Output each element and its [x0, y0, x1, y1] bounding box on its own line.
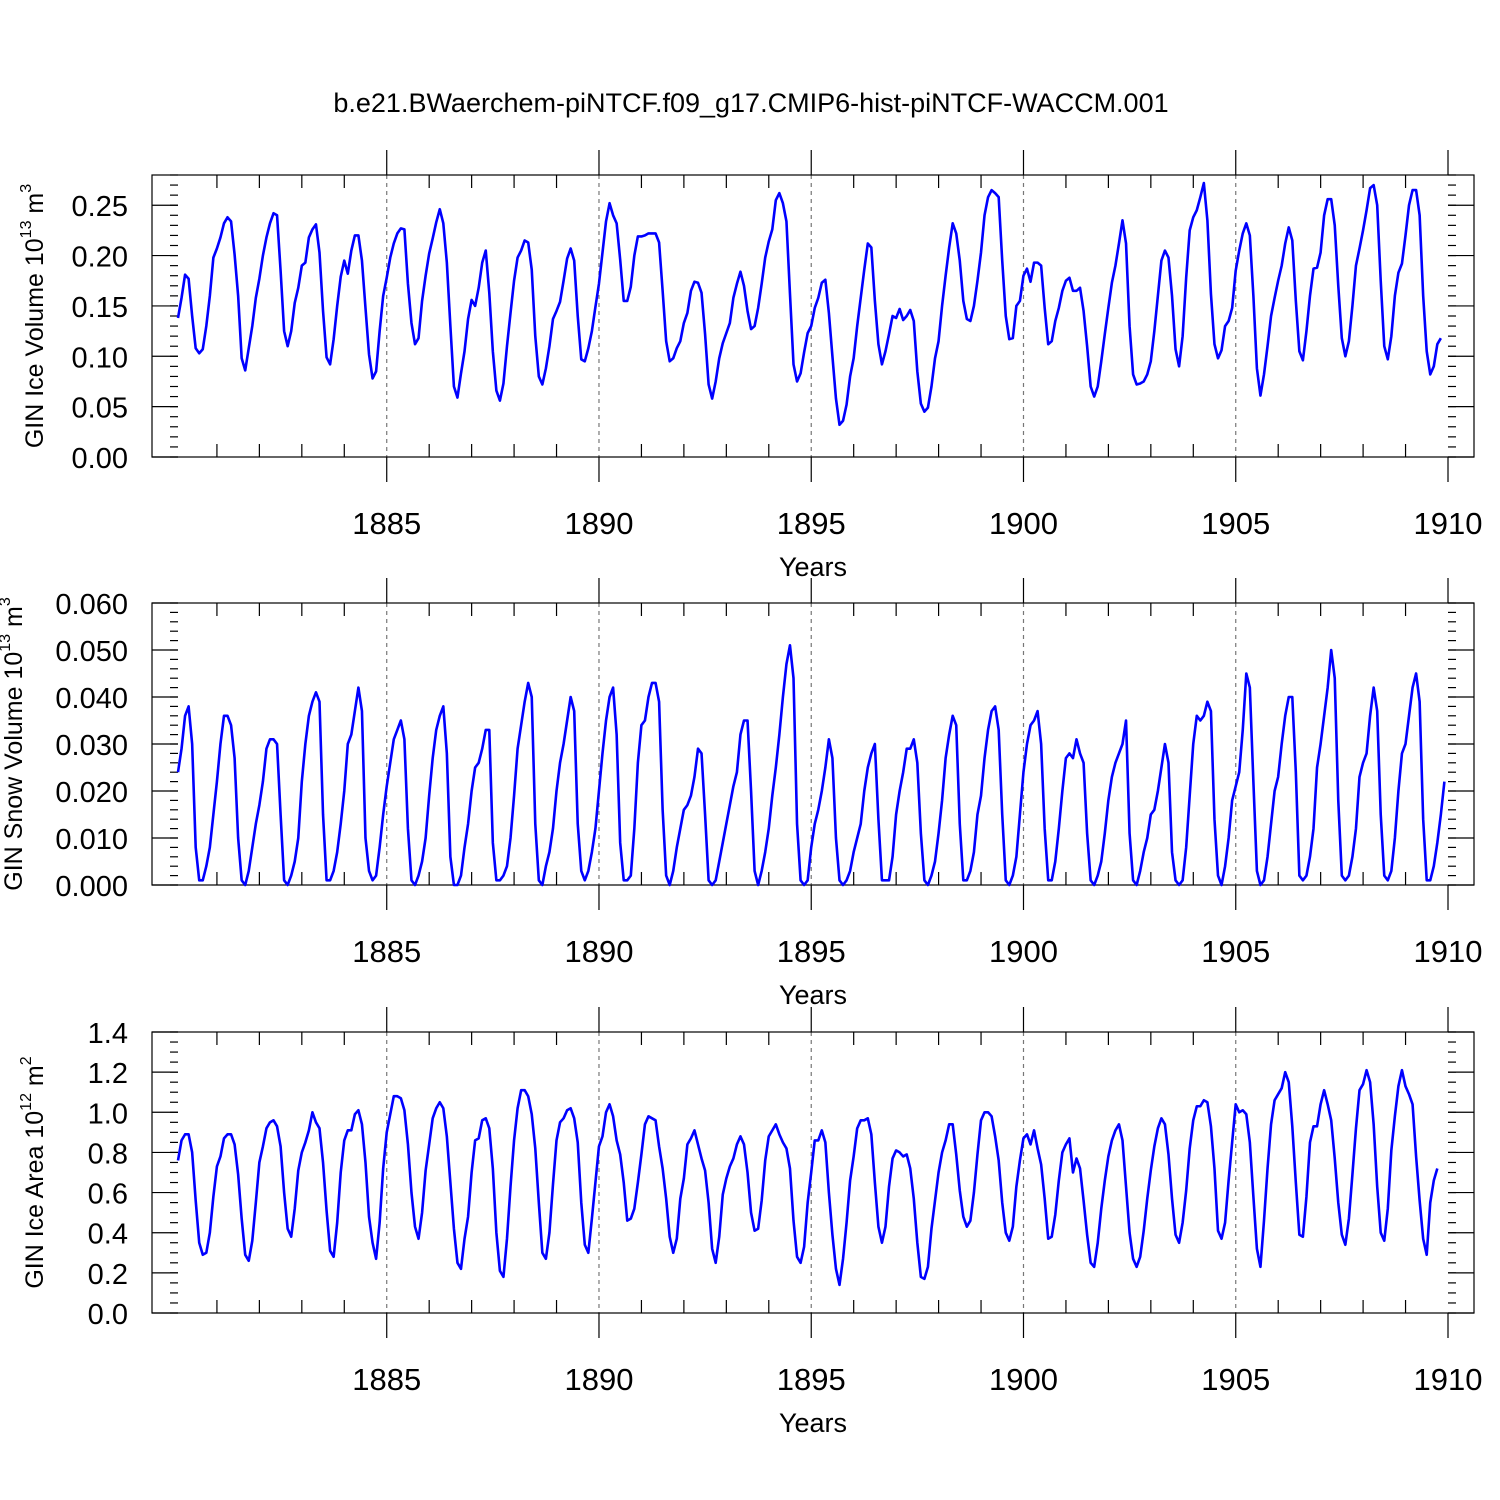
y-axis-label: GIN Snow Volume 1013 m3	[0, 597, 28, 891]
y-tick-label: 0.4	[88, 1219, 128, 1251]
x-tick-label: 1895	[777, 506, 846, 541]
x-tick-label: 1895	[777, 1362, 846, 1397]
panel-1: 0.00 0.05 0.10 0.15 0.20 0.25 1885 1890 1895 1900…	[18, 150, 1482, 582]
x-tick-label: 1900	[989, 1362, 1058, 1397]
y-tick-label: 0.6	[88, 1179, 128, 1211]
x-tick-label: 1885	[352, 1362, 421, 1397]
x-tick-label: 1905	[1201, 1362, 1270, 1397]
y-axis-label-ylabel-exp: 13	[0, 634, 14, 652]
panel-2: 0.000 0.010 0.020 0.030 0.040 0.050 0.060 1885 1…	[0, 578, 1482, 1010]
y-tick-label: 0.060	[55, 589, 128, 621]
y-tick-label: 0.2	[88, 1259, 128, 1291]
x-tick-label: 1895	[777, 934, 846, 969]
y-axis-label-ylabel-unit: m	[0, 606, 28, 634]
x-tick-label: 1910	[1414, 1362, 1483, 1397]
x-tick-label: 1890	[565, 1362, 634, 1397]
y-tick-label: 0.030	[55, 730, 128, 762]
y-axis-label-ylabel-unit-exp: 2	[18, 1056, 35, 1065]
y-tick-label: 0.040	[55, 683, 128, 715]
y-tick-label: 1.2	[88, 1058, 128, 1090]
panel-3: 0.0 0.2 0.4 0.6 0.8 1.0 1.2 1.4 1885 1890 1895 1900…	[18, 1007, 1482, 1438]
x-tick-label: 1910	[1414, 506, 1483, 541]
x-tick-label: 1900	[989, 934, 1058, 969]
y-tick-label: 0.010	[55, 824, 128, 856]
x-axis-label: Years	[779, 552, 847, 582]
y-tick-label: 0.0	[88, 1299, 128, 1331]
x-tick-label: 1905	[1201, 506, 1270, 541]
series-line-1	[176, 643, 1446, 887]
y-tick-label: 0.10	[72, 342, 128, 374]
series-line-1	[176, 1068, 1439, 1287]
x-tick-label: 1885	[352, 506, 421, 541]
x-tick-label: 1890	[565, 934, 634, 969]
y-tick-label: 1.4	[88, 1018, 128, 1050]
y-tick-label: 0.20	[72, 242, 128, 274]
y-tick-label: 0.050	[55, 636, 128, 668]
x-tick-label: 1900	[989, 506, 1058, 541]
y-tick-label: 1.0	[88, 1098, 128, 1130]
y-tick-label: 0.000	[55, 871, 128, 903]
y-axis-label-ylabel-unit-exp: 3	[0, 597, 14, 606]
series-line-1	[176, 181, 1442, 427]
y-tick-label: 0.15	[72, 292, 128, 324]
x-axis-label: Years	[779, 980, 847, 1010]
figure-title: b.e21.BWaerchem-piNTCF.f09_g17.CMIP6-his…	[333, 88, 1168, 118]
x-tick-label: 1905	[1201, 934, 1270, 969]
plot-frame	[151, 174, 1475, 458]
y-axis-label-ylabel-unit: m	[21, 1065, 49, 1093]
y-axis-label-ylabel-unit: m	[21, 193, 49, 221]
y-axis-label-ylabel-exp: 13	[18, 220, 35, 238]
x-tick-label: 1885	[352, 934, 421, 969]
x-axis-label: Years	[779, 1408, 847, 1438]
x-tick-label: 1910	[1414, 934, 1483, 969]
y-tick-label: 0.05	[72, 393, 128, 425]
plot-frame	[151, 1031, 1475, 1314]
y-axis-label: GIN Ice Volume 1013 m3	[18, 184, 49, 448]
y-tick-label: 0.8	[88, 1138, 128, 1170]
y-tick-label: 0.020	[55, 777, 128, 809]
y-axis-label-ylabel-unit-exp: 3	[18, 184, 35, 193]
y-axis-label-ylabel-exp: 12	[18, 1093, 35, 1111]
y-axis-label-ylabel-main: GIN Ice Area 10	[21, 1111, 49, 1289]
y-axis-label-ylabel-main: GIN Snow Volume 10	[0, 652, 28, 891]
y-tick-label: 0.25	[72, 191, 128, 223]
y-axis-label-ylabel-main: GIN Ice Volume 10	[21, 238, 49, 448]
y-axis-label: GIN Ice Area 1012 m2	[18, 1056, 49, 1288]
y-tick-label: 0.00	[72, 443, 128, 475]
x-tick-label: 1890	[565, 506, 634, 541]
